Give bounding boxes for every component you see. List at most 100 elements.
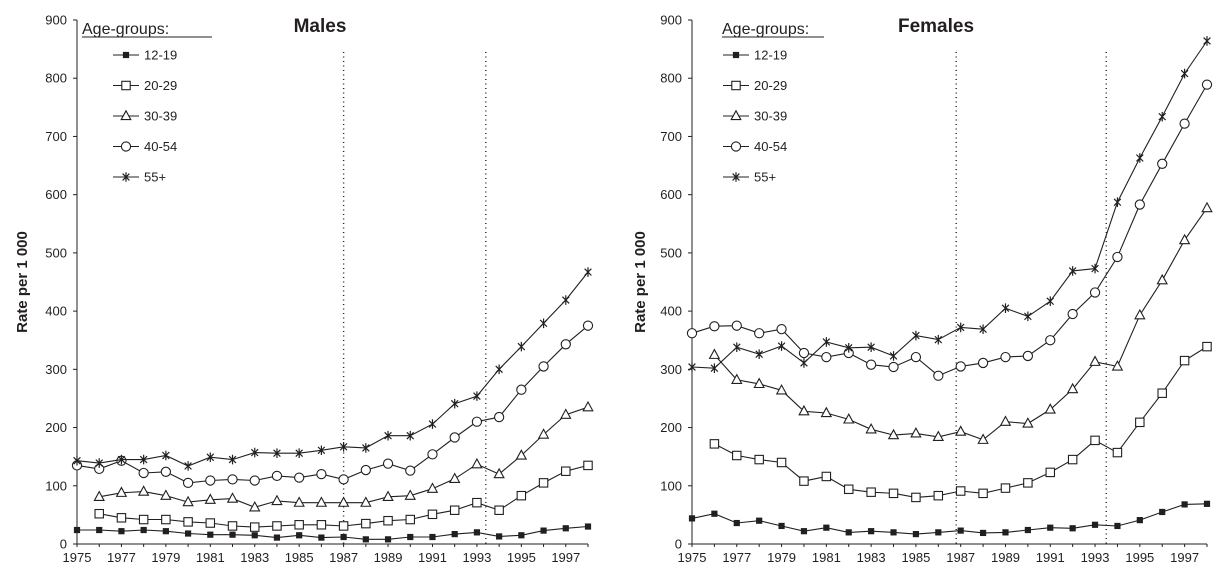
data-point-p0-s0-7 <box>229 531 236 538</box>
data-point-p1-s3-21 <box>1157 158 1168 169</box>
x-tick-label: 1975 <box>63 550 92 565</box>
data-point-p1-s0-2 <box>733 519 740 527</box>
data-point-p0-s3-10 <box>294 472 305 483</box>
series-20-29 <box>94 460 593 532</box>
data-point-p1-s2-11 <box>932 430 945 442</box>
data-point-p0-s2-5 <box>182 495 194 507</box>
data-point-p0-s0-20 <box>518 532 525 539</box>
data-point-p1-s3-8 <box>865 359 877 370</box>
data-point-p0-s4-18 <box>473 391 481 401</box>
data-point-p0-s0-0 <box>73 526 81 534</box>
x-tick-label: 1985 <box>901 550 930 565</box>
data-point-p0-s1-16 <box>427 509 438 520</box>
data-point-p1-s3-12 <box>955 361 966 372</box>
data-point-p0-s2-22 <box>560 408 572 419</box>
x-tick-label: 1987 <box>329 550 358 565</box>
y-tick-label: 700 <box>45 129 67 144</box>
data-point-p1-s1-5 <box>799 476 809 486</box>
data-point-p0-s1-7 <box>227 521 238 531</box>
data-point-p0-s2-10 <box>293 496 305 507</box>
data-point-p1-s2-23 <box>1201 201 1213 213</box>
data-point-p1-s4-22 <box>1180 68 1189 79</box>
series-line-12-19 <box>691 503 1208 535</box>
data-point-p1-s4-7 <box>844 342 853 353</box>
data-point-p1-s4-12 <box>956 322 965 333</box>
data-point-p0-s2-4 <box>160 489 172 500</box>
data-point-p0-s0-23 <box>584 523 592 530</box>
data-point-p0-s4-0 <box>73 455 81 466</box>
data-point-p0-s2-16 <box>426 482 439 493</box>
data-point-p0-s1-2 <box>116 513 127 523</box>
data-point-p1-s3-19 <box>1112 251 1123 263</box>
data-point-p1-s4-17 <box>1068 266 1077 276</box>
data-point-p1-s2-13 <box>977 433 989 444</box>
x-tick-label: 1977 <box>107 550 136 565</box>
data-point-p1-s4-0 <box>688 362 696 372</box>
legend-entry-30-39: 30-39 <box>113 109 177 124</box>
data-point-p0-s4-12 <box>339 441 348 452</box>
data-point-p1-s0-5 <box>800 528 808 535</box>
y-tick-label: 0 <box>60 537 67 552</box>
data-point-p0-s2-15 <box>404 489 416 500</box>
data-point-p0-s3-7 <box>227 474 238 485</box>
data-point-p1-s1-23 <box>1202 341 1212 352</box>
data-point-p0-s0-5 <box>184 530 192 537</box>
data-point-p1-s1-13 <box>978 488 988 499</box>
data-point-p0-s2-7 <box>226 492 239 503</box>
data-point-p0-s1-3 <box>138 514 149 525</box>
data-point-p0-s1-4 <box>161 514 171 525</box>
y-tick-label: 800 <box>660 71 682 86</box>
data-point-p1-s1-12 <box>955 486 966 496</box>
chart-panel-0: 0 100 200 300 400 500 600 700 800 900 1975 1977 1979… <box>14 13 594 565</box>
data-point-p1-s3-9 <box>888 361 899 373</box>
series-40-54 <box>686 79 1213 381</box>
data-point-p0-s4-15 <box>406 430 415 441</box>
data-point-p1-s0-6 <box>823 524 830 531</box>
data-point-p0-s0-15 <box>407 533 414 541</box>
data-point-p0-slegend-2 <box>120 109 132 121</box>
data-point-p1-s4-13 <box>979 324 987 334</box>
data-point-p0-s3-18 <box>471 416 483 427</box>
data-point-p0-s2-6 <box>204 493 217 504</box>
data-point-p1-s1-2 <box>732 450 742 461</box>
data-point-p1-s3-2 <box>731 320 742 331</box>
y-tick-label: 500 <box>660 245 682 260</box>
data-point-p1-s4-21 <box>1158 111 1167 122</box>
data-point-p1-s2-17 <box>1066 382 1079 394</box>
data-point-p1-s2-20 <box>1134 308 1146 320</box>
data-point-p0-s4-22 <box>561 295 570 305</box>
data-point-p1-s1-10 <box>911 492 921 503</box>
data-point-p1-s0-12 <box>957 527 964 534</box>
data-point-p1-s0-17 <box>1069 525 1076 532</box>
data-point-p0-s1-20 <box>516 490 527 501</box>
data-point-p1-s2-14 <box>999 415 1012 426</box>
data-point-p1-s3-18 <box>1089 287 1101 298</box>
data-point-p1-s0-23 <box>1203 500 1211 507</box>
data-point-p1-s0-21 <box>1159 508 1166 516</box>
data-point-p0-s0-14 <box>384 536 392 543</box>
data-point-p0-s3-17 <box>449 432 460 443</box>
x-tick-label: 1989 <box>374 550 403 565</box>
data-point-p1-s2-8 <box>865 422 877 434</box>
y-tick-label: 900 <box>660 13 682 28</box>
data-point-p1-s1-18 <box>1090 435 1100 446</box>
legend-entry-55+: 55+ <box>723 170 776 185</box>
series-line-40-54 <box>76 325 589 484</box>
x-tick-label: 1981 <box>196 550 225 565</box>
data-point-p1-s1-21 <box>1157 388 1167 398</box>
data-point-p0-s3-21 <box>538 361 549 372</box>
data-point-p1-s3-17 <box>1067 308 1078 320</box>
data-point-p1-s3-0 <box>686 328 698 339</box>
series-line-55+ <box>691 40 1208 369</box>
data-point-p1-s1-14 <box>1000 483 1011 493</box>
series-12-19 <box>73 523 592 543</box>
data-point-p0-s4-4 <box>162 450 170 461</box>
data-point-p1-s4-11 <box>934 334 943 345</box>
legend-label: 30-39 <box>754 109 787 124</box>
data-point-p0-s4-1 <box>95 458 104 468</box>
data-point-p0-s1-17 <box>449 505 460 515</box>
data-point-p1-s1-11 <box>933 490 944 501</box>
data-point-p0-s4-10 <box>295 448 303 458</box>
data-point-p1-s1-22 <box>1179 355 1190 366</box>
data-point-p0-s3-13 <box>360 464 371 476</box>
